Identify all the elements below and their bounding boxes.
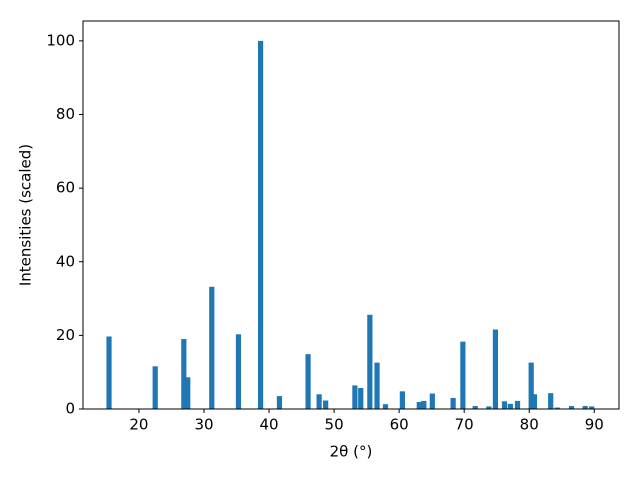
x-axis-label: 2θ (°) [330,443,373,461]
x-tick-label: 50 [325,416,344,434]
bar [257,40,264,409]
bar [582,406,588,409]
bar [507,403,513,409]
bar [374,362,380,409]
x-tick-label: 30 [194,416,213,434]
bar [589,406,595,409]
plot-frame [82,20,620,410]
bar [416,402,422,409]
bar [316,394,322,409]
bar [106,336,112,409]
x-tick-label: 20 [129,416,148,434]
x-tick-label: 90 [585,416,604,434]
y-axis-label: Intensities (scaled) [17,144,35,286]
bar [429,393,435,409]
bar [209,286,215,409]
bar [514,400,521,409]
bar [421,400,427,409]
bar [554,407,560,409]
bar [492,329,499,409]
y-tick-label: 100 [46,31,75,49]
bar [472,406,478,409]
x-tick-label: 80 [520,416,539,434]
bar [450,397,456,409]
bar [323,400,329,409]
bar [568,406,575,409]
bar [358,388,364,409]
bar [548,393,554,409]
bar [399,391,405,409]
bar [181,339,187,409]
bar [486,406,492,409]
y-tick-label: 60 [56,179,75,197]
x-tick-label: 70 [455,416,474,434]
bar [531,394,538,409]
bar [152,366,158,409]
bar [501,401,508,409]
y-tick-label: 40 [56,252,75,270]
bar [305,354,311,409]
bar [185,377,191,409]
bar [276,396,283,409]
bar [460,341,466,409]
y-tick-label: 80 [56,105,75,123]
x-tick-label: 40 [259,416,278,434]
bar [235,334,242,409]
y-tick-label: 20 [56,326,75,344]
y-tick-label: 0 [65,400,75,418]
bar [352,385,358,409]
bar [382,404,389,409]
bar [528,362,534,409]
x-tick-label: 60 [390,416,409,434]
bar [367,314,373,409]
